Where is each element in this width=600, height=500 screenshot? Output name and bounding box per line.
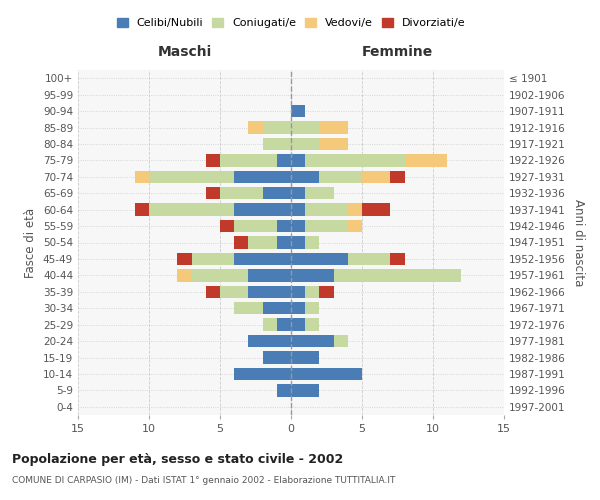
- Bar: [291, 384, 319, 396]
- Bar: [348, 204, 362, 216]
- Bar: [291, 269, 334, 281]
- Bar: [291, 302, 305, 314]
- Bar: [149, 204, 234, 216]
- Bar: [234, 302, 263, 314]
- Bar: [234, 236, 248, 248]
- Bar: [220, 187, 263, 200]
- Bar: [248, 269, 291, 281]
- Bar: [178, 269, 191, 281]
- Bar: [248, 335, 291, 347]
- Bar: [263, 122, 291, 134]
- Bar: [348, 220, 362, 232]
- Bar: [291, 352, 319, 364]
- Bar: [135, 204, 149, 216]
- Bar: [291, 236, 305, 248]
- Bar: [149, 170, 234, 183]
- Bar: [404, 154, 447, 166]
- Y-axis label: Anni di nascita: Anni di nascita: [572, 199, 585, 286]
- Bar: [220, 286, 248, 298]
- Bar: [220, 220, 234, 232]
- Text: Maschi: Maschi: [157, 44, 212, 59]
- Bar: [234, 220, 277, 232]
- Bar: [248, 236, 277, 248]
- Bar: [234, 253, 291, 265]
- Bar: [277, 220, 291, 232]
- Bar: [291, 187, 305, 200]
- Bar: [178, 253, 191, 265]
- Bar: [305, 318, 319, 331]
- Bar: [277, 236, 291, 248]
- Bar: [263, 318, 277, 331]
- Bar: [319, 122, 348, 134]
- Bar: [291, 122, 319, 134]
- Bar: [277, 154, 291, 166]
- Y-axis label: Fasce di età: Fasce di età: [25, 208, 37, 278]
- Bar: [291, 253, 348, 265]
- Bar: [362, 204, 391, 216]
- Bar: [305, 204, 348, 216]
- Bar: [220, 154, 277, 166]
- Bar: [305, 220, 348, 232]
- Bar: [291, 368, 362, 380]
- Bar: [206, 286, 220, 298]
- Bar: [248, 286, 291, 298]
- Bar: [391, 170, 404, 183]
- Bar: [248, 122, 263, 134]
- Bar: [334, 269, 461, 281]
- Bar: [391, 253, 404, 265]
- Bar: [291, 170, 319, 183]
- Bar: [319, 138, 348, 150]
- Bar: [234, 204, 291, 216]
- Bar: [334, 335, 348, 347]
- Bar: [362, 170, 391, 183]
- Bar: [191, 253, 234, 265]
- Bar: [277, 384, 291, 396]
- Bar: [291, 286, 305, 298]
- Bar: [319, 170, 362, 183]
- Bar: [263, 187, 291, 200]
- Bar: [291, 220, 305, 232]
- Bar: [291, 154, 305, 166]
- Bar: [206, 154, 220, 166]
- Bar: [305, 187, 334, 200]
- Bar: [305, 236, 319, 248]
- Bar: [135, 170, 149, 183]
- Bar: [234, 368, 291, 380]
- Bar: [348, 253, 391, 265]
- Bar: [206, 187, 220, 200]
- Text: Popolazione per età, sesso e stato civile - 2002: Popolazione per età, sesso e stato civil…: [12, 452, 343, 466]
- Bar: [319, 286, 334, 298]
- Bar: [263, 352, 291, 364]
- Bar: [277, 318, 291, 331]
- Bar: [234, 170, 291, 183]
- Bar: [291, 318, 305, 331]
- Bar: [291, 138, 319, 150]
- Bar: [291, 335, 334, 347]
- Bar: [263, 138, 291, 150]
- Text: Femmine: Femmine: [362, 44, 433, 59]
- Bar: [305, 154, 404, 166]
- Bar: [305, 286, 319, 298]
- Text: COMUNE DI CARPASIO (IM) - Dati ISTAT 1° gennaio 2002 - Elaborazione TUTTITALIA.I: COMUNE DI CARPASIO (IM) - Dati ISTAT 1° …: [12, 476, 395, 485]
- Legend: Celibi/Nubili, Coniugati/e, Vedovi/e, Divorziati/e: Celibi/Nubili, Coniugati/e, Vedovi/e, Di…: [112, 14, 470, 33]
- Bar: [191, 269, 248, 281]
- Bar: [291, 204, 305, 216]
- Bar: [263, 302, 291, 314]
- Bar: [305, 302, 319, 314]
- Bar: [291, 105, 305, 117]
